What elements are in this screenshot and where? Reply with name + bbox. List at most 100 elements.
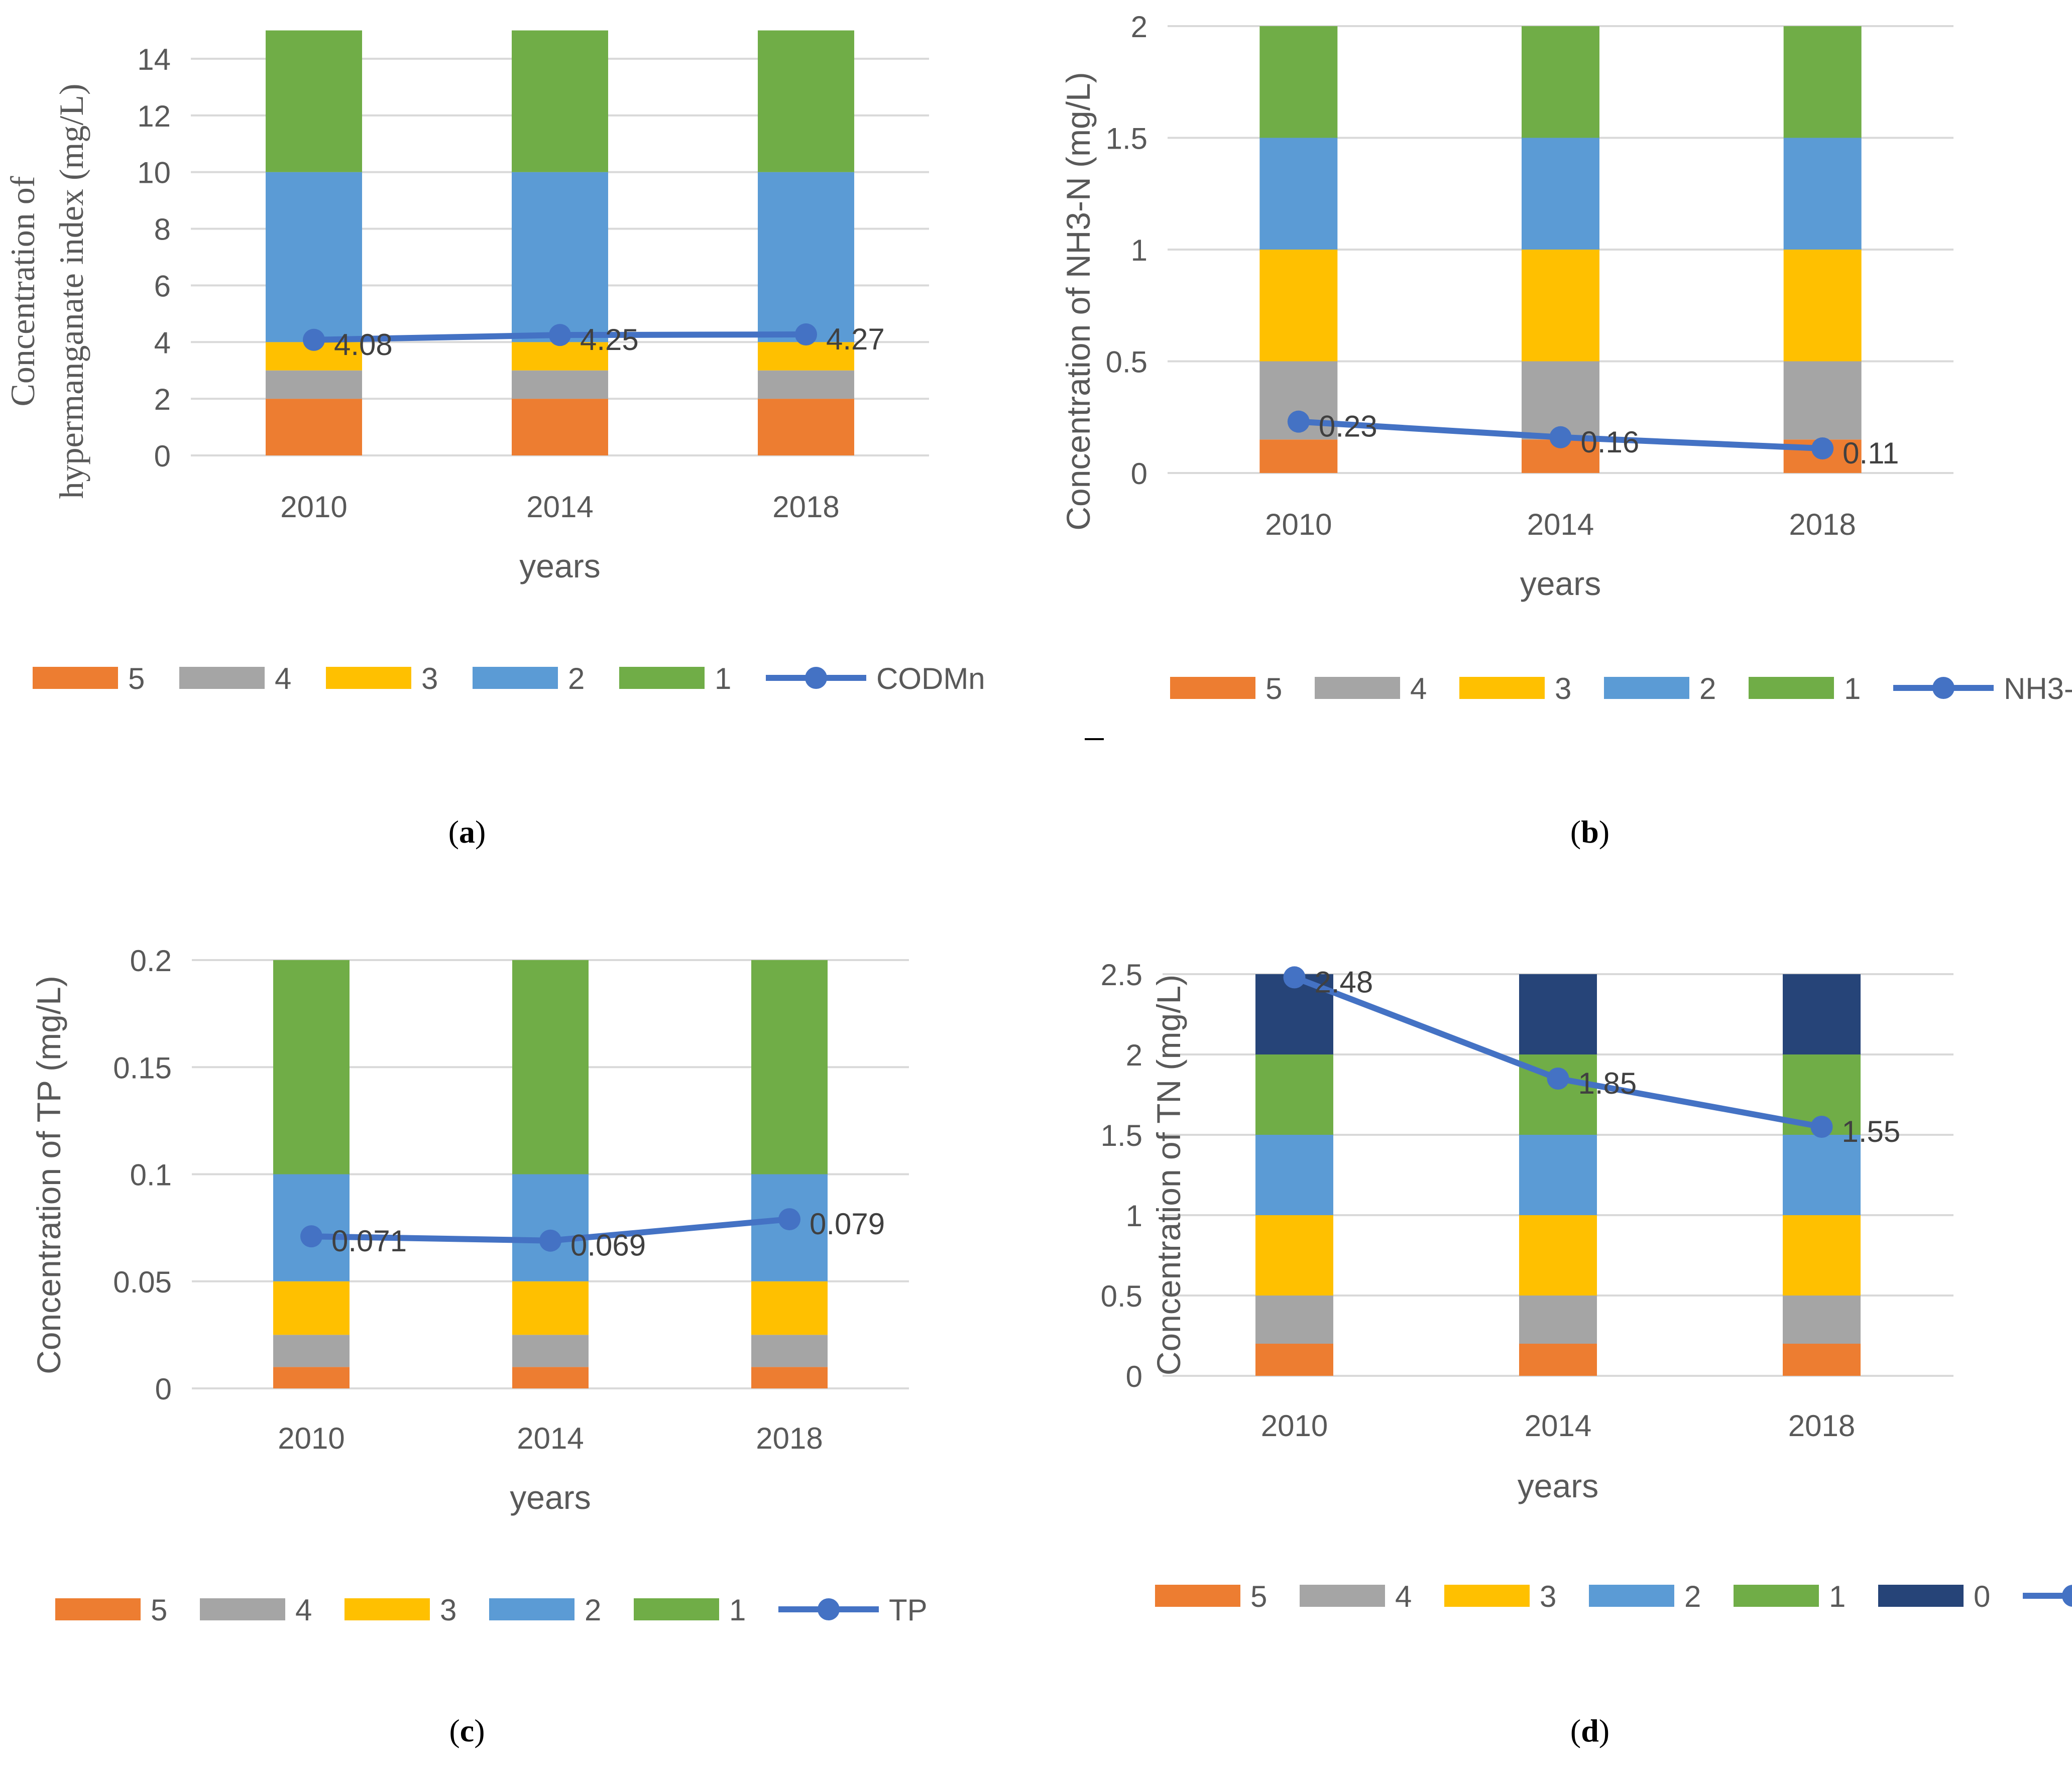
bar-segment-1-2014 [512,960,589,1174]
x-axis-title: years [1518,1467,1598,1504]
bar-segment-3-2010 [1259,250,1338,362]
y-axis-title: Concentration of TN (mg/L) [1150,975,1187,1375]
panel-label-d: (d) [1570,1713,1610,1748]
legend-label: 3 [421,662,438,695]
legend-swatch-2 [1604,677,1689,699]
legend-label: 3 [440,1593,456,1627]
legend-label: 4 [275,662,291,695]
bar-segment-2-2018 [1783,138,1862,250]
legend-label: NH3-N [2004,672,2072,705]
legend-label: 3 [1555,672,1571,705]
line-point [1547,1068,1569,1090]
x-tick-label: 2018 [772,490,839,524]
line-point [1810,1116,1833,1138]
legend-swatch-2 [473,667,558,689]
y-tick-label: 0.1 [130,1158,172,1192]
y-tick-label: 10 [137,156,171,190]
y-axis-title-line: Concentration of NH3-N (mg/L) [1060,72,1097,530]
chart-panel-d: 0 0.5 1 1.5 2 2.5 2010 2014 2018 2.48 1.85 1.55 year… [1034,884,2072,1766]
bar-segment-3-2014 [512,1281,589,1335]
bar-segment-2-2014 [1519,1135,1597,1215]
legend-swatch-5 [1170,677,1255,699]
bar-segment-3-2014 [1522,250,1599,362]
legend-label: 2 [568,662,585,695]
legend-swatch-3 [344,1598,430,1620]
bar-segment-4-2018 [1783,1296,1861,1344]
bar-segment-4-2014 [1519,1296,1597,1344]
legend-swatch-5 [1155,1585,1240,1607]
bar-segment-2-2010 [266,172,362,342]
bar-segment-3-2018 [1783,1215,1861,1296]
legend-label: 2 [1684,1580,1701,1613]
legend-line-marker [805,667,827,689]
y-tick-label: 0.5 [1106,345,1147,379]
legend-swatch-4 [179,667,265,689]
y-tick-label: 0 [1126,1360,1142,1393]
bar-segment-4-2010 [1255,1296,1333,1344]
bar-segment-1-2018 [1783,26,1862,138]
y-tick-label: 0.2 [130,944,172,978]
legend-swatch-4 [1315,677,1400,699]
bar-segment-2-2014 [1522,138,1599,250]
y-tick-label: 0.15 [113,1051,172,1085]
x-tick-label: 2018 [756,1422,823,1455]
chart-c-svg: 0 0.05 0.1 0.15 0.2 2010 2014 2018 0.071 0.069 0.0… [30,944,928,1627]
bar-segment-5-2014 [512,399,608,455]
y-tick-label: 6 [154,269,171,303]
y-tick-label: 1.5 [1101,1119,1142,1152]
legend-swatch-2 [489,1598,574,1620]
panel-label-c: (c) [449,1713,485,1748]
legend-label: 1 [1844,672,1861,705]
bar-segment-1-2010 [266,30,362,172]
data-label: 2.48 [1315,965,1373,999]
bar-segment-1-2010 [273,960,350,1174]
chart-panel-b: 0 0.5 1 1.5 2 2010 2014 2018 0.23 0.16 0.11 years Co… [1034,0,2072,884]
bar-segment-4-2018 [751,1335,828,1367]
data-label: 1.85 [1578,1067,1637,1100]
bar-segment-3-2018 [1783,250,1862,362]
bar-segment-3-2014 [512,342,608,371]
y-axis-title: Concentration of NH3-N (mg/L) [1060,72,1097,530]
bar-segment-3-2018 [751,1281,828,1335]
legend-swatch-0 [1878,1585,1964,1607]
bar-segment-0-2018 [1783,974,1861,1054]
legend-swatch-5 [33,667,118,689]
legend-swatch-3 [1459,677,1545,699]
bar-segment-1-2010 [1259,26,1338,138]
panel-label-a: (a) [448,814,486,850]
y-tick-label: 0.5 [1101,1279,1142,1313]
legend-label: 1 [1829,1580,1846,1613]
line-point [549,324,571,346]
bar-segment-5-2018 [1783,1344,1861,1376]
legend-label: 5 [128,662,145,695]
panel-label-b: (b) [1570,814,1610,850]
bar-segment-5-2010 [273,1367,350,1388]
bar-segment-2-2010 [1259,138,1338,250]
separator-dash [1085,738,1104,740]
bar-segment-2-2014 [512,1174,589,1281]
data-label: 4.25 [580,323,639,357]
line-point [303,328,325,351]
x-axis-title: years [1520,565,1601,602]
bar-segment-2-2018 [1783,1135,1861,1215]
line-point [1283,966,1306,989]
legend-swatch-1 [634,1598,719,1620]
bar-segment-4-2018 [1783,361,1862,440]
bar-segment-5-2014 [512,1367,589,1388]
line-point [778,1208,800,1231]
data-label: 0.16 [1581,425,1640,459]
bar-segment-0-2014 [1519,974,1597,1054]
bar-segment-4-2014 [512,370,608,399]
bar-segment-5-2018 [751,1367,828,1388]
bar-segment-1-2010 [1255,1054,1333,1135]
bar-segment-1-2018 [751,960,828,1174]
legend-swatch-1 [619,667,705,689]
bar-segment-1-2018 [758,30,854,172]
x-tick-label: 2010 [1261,1409,1328,1443]
legend-swatch-1 [1734,1585,1819,1607]
bar-segment-5-2010 [1259,439,1338,473]
y-axis-title: Concentration of hypermanganate index (mg… [4,83,90,499]
legend-line-marker [2062,1585,2072,1607]
